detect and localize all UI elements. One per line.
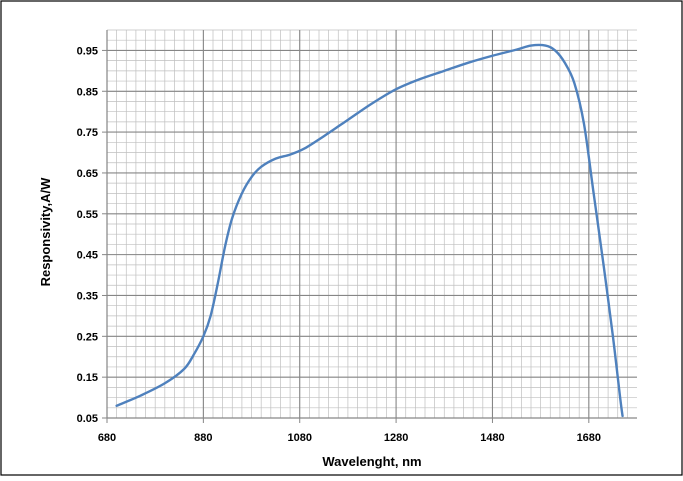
major-gridlines: [107, 30, 637, 418]
minor-gridlines: [107, 29, 637, 418]
x-tick-label: 880: [194, 432, 212, 444]
y-tick-label: 0.95: [77, 45, 98, 57]
y-tick-label: 0.35: [77, 290, 98, 302]
y-tick-label: 0.25: [77, 331, 98, 343]
x-tick-label: 1280: [384, 432, 408, 444]
y-tick-label: 0.75: [77, 127, 98, 139]
series-line: [115, 43, 624, 418]
x-tick-label: 1480: [480, 432, 504, 444]
x-tick-labels: 680 880 1080 1280 1480 1680: [98, 432, 601, 444]
y-tick-labels: 0.05 0.15 0.25 0.35 0.45 0.55 0.65 0.75 0.85 0.95: [77, 45, 98, 425]
y-tick-label: 0.85: [77, 86, 98, 98]
x-axis-title: Wavelenght, nm: [322, 454, 421, 469]
y-axis-title: Responsivity,A/W: [38, 177, 53, 287]
y-tick-label: 0.15: [77, 372, 98, 384]
x-tick-label: 680: [98, 432, 116, 444]
axes: [102, 30, 637, 423]
y-tick-label: 0.05: [77, 413, 98, 425]
series-group: [115, 43, 624, 418]
y-tick-label: 0.45: [77, 250, 98, 262]
x-tick-label: 1080: [287, 432, 311, 444]
x-tick-label: 1680: [577, 432, 601, 444]
y-tick-label: 0.65: [77, 168, 98, 180]
y-tick-label: 0.55: [77, 209, 98, 221]
